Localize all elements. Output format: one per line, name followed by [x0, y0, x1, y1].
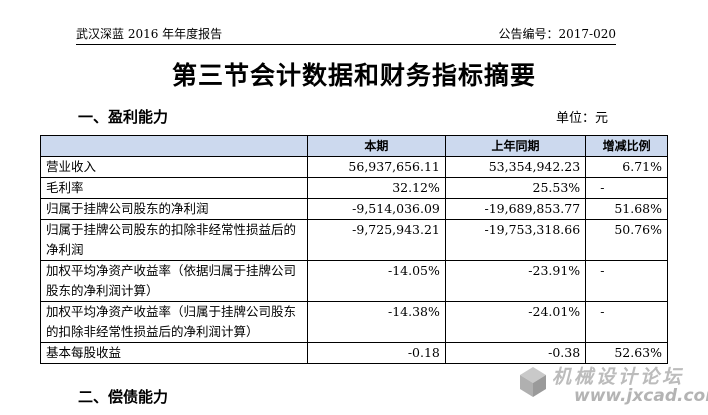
row-label: 基本每股收益: [40, 342, 308, 364]
table-row: 归属于挂牌公司股东的净利润 -9,514,036.09 -19,689,853.…: [40, 198, 668, 220]
current-value: -9,725,943.21: [306, 219, 446, 261]
table-row: 基本每股收益 -0.18 -0.38 52.63%: [40, 342, 668, 364]
table-row: 营业收入 56,937,656.11 53,354,942.23 6.71%: [40, 156, 668, 178]
section-heading-profitability: 一、盈利能力: [78, 108, 169, 126]
report-name: 武汉深蓝 2016 年年度报告: [76, 27, 223, 41]
current-value: -14.38%: [306, 301, 446, 343]
change-value: 50.76%: [585, 219, 668, 261]
watermark-logo-icon: [520, 367, 546, 397]
previous-value: 25.53%: [444, 177, 587, 199]
header-cell-label: [40, 135, 308, 157]
row-label: 毛利率: [40, 177, 308, 199]
row-label: 归属于挂牌公司股东的扣除非经常性损益后的净利润: [40, 219, 308, 261]
change-value: 51.68%: [585, 198, 668, 220]
table-header-row: 本期 上年同期 增减比例: [40, 135, 668, 157]
table-row: 毛利率 32.12% 25.53% -: [40, 177, 668, 199]
section-heading-solvency: 二、偿债能力: [78, 388, 169, 406]
row-label: 加权平均净资产收益率（归属于挂牌公司股东的扣除非经常性损益后的净利润计算）: [40, 301, 308, 343]
previous-value: -23.91%: [444, 260, 587, 302]
table-row: 加权平均净资产收益率（归属于挂牌公司股东的扣除非经常性损益后的净利润计算） -1…: [40, 301, 668, 343]
current-value: 56,937,656.11: [306, 156, 446, 178]
change-value: 6.71%: [585, 156, 668, 178]
change-value: -: [585, 260, 668, 302]
previous-value: -0.38: [444, 342, 587, 364]
change-value: -: [585, 177, 668, 199]
change-value: 52.63%: [585, 342, 668, 364]
previous-value: -24.01%: [444, 301, 587, 343]
header-cell-current: 本期: [306, 135, 446, 157]
page-title: 第三节会计数据和财务指标摘要: [171, 61, 536, 90]
current-value: -14.05%: [306, 260, 446, 302]
watermark-url: www.jxcad.com: [574, 386, 708, 406]
row-label: 归属于挂牌公司股东的净利润: [40, 198, 308, 220]
watermark-text: 机械设计论坛: [552, 366, 685, 388]
row-label: 加权平均净资产收益率（依据归属于挂牌公司股东的净利润计算）: [40, 260, 308, 302]
current-value: -0.18: [306, 342, 446, 364]
change-value: -: [585, 301, 668, 343]
row-label: 营业收入: [40, 156, 308, 178]
table-row: 归属于挂牌公司股东的扣除非经常性损益后的净利润 -9,725,943.21 -1…: [40, 219, 668, 261]
table-row: 加权平均净资产收益率（依据归属于挂牌公司股东的净利润计算） -14.05% -2…: [40, 260, 668, 302]
previous-value: -19,753,318.66: [444, 219, 587, 261]
previous-value: 53,354,942.23: [444, 156, 587, 178]
header-cell-previous: 上年同期: [444, 135, 587, 157]
previous-value: -19,689,853.77: [444, 198, 587, 220]
header-divider: [76, 44, 616, 45]
header-cell-change: 增减比例: [585, 135, 668, 157]
unit-label: 单位：元: [555, 111, 608, 126]
financial-table: 本期 上年同期 增减比例 营业收入 56,937,656.11 53,354,9…: [40, 135, 668, 364]
current-value: 32.12%: [306, 177, 446, 199]
announcement-number: 公告编号：2017-020: [498, 27, 617, 41]
current-value: -9,514,036.09: [306, 198, 446, 220]
